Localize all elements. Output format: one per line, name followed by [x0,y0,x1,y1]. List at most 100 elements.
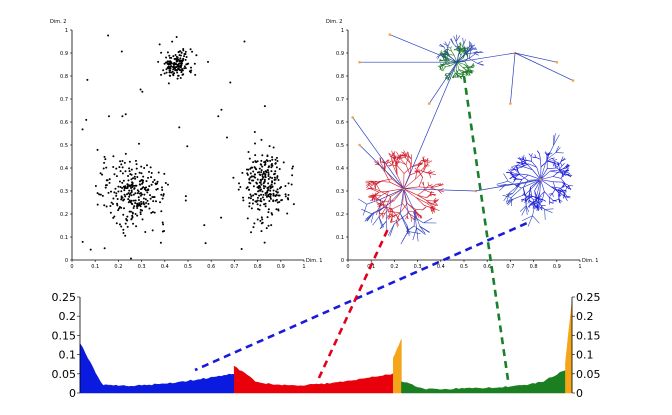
scatter-point [278,167,281,170]
scatter-point [247,168,250,171]
tree-edge [513,193,526,200]
scatter-point [149,197,152,200]
tree-edge [444,75,448,79]
scatter-point [143,166,146,169]
tree-edge [428,184,433,187]
tree-edge [534,190,537,200]
tree-edge [388,188,404,192]
scatter-point [272,194,275,197]
scatter-point [245,187,248,190]
tree-edge [518,166,524,169]
scatter-point [98,193,101,196]
scatter-point [183,67,186,70]
tree-edge [453,55,458,63]
tree-edge [456,50,461,63]
tree-edge [552,188,556,194]
scatter-point [254,160,257,163]
tree-xlabel: Dim. 1 [582,258,598,264]
scatter-point [116,198,119,201]
tree-edge [367,180,372,184]
scatter-point [120,163,123,166]
scatter-point [262,171,265,174]
scatter-point [132,199,135,202]
tree-edge [546,145,554,160]
scatter-point [115,167,118,170]
tree-edge [430,192,432,197]
tree-edge [378,190,389,193]
tree-edge [372,193,375,199]
scatter-point [173,58,176,61]
tree-edge [388,164,393,166]
scatter-point [165,68,168,71]
tree-link [514,52,574,81]
scatter-point [107,191,110,194]
tree-edge [393,211,401,214]
scatter-point [238,182,241,185]
tree-edge [392,150,396,157]
tree-edge [429,171,435,174]
area-segment-orange [565,300,573,394]
tree-edge [399,213,409,232]
tree-edge [540,179,552,187]
tree-edge [375,192,377,198]
tree-edge [433,197,437,202]
tree-edge [396,174,404,189]
scatter-point [267,208,270,211]
scatter-point [176,63,179,66]
scatter-point [271,156,274,159]
scatter-point [169,74,172,77]
scatter-point [113,191,116,194]
tree-edge [414,209,419,215]
tree-edge [441,50,443,54]
tree-edge [403,188,415,212]
tree-xtick-label: 0.2 [390,264,398,270]
scatter-point [123,193,126,196]
tree-edge [456,61,465,65]
tree-edge [375,183,381,192]
scatter-point [119,186,122,189]
tree-edge [399,203,408,213]
tree-edge [463,70,467,73]
tree-edge [390,157,393,165]
tree-edge [473,52,479,56]
scatter-point [121,187,124,190]
scatter-point [250,231,253,234]
tree-edge [440,63,443,66]
scatter-point [143,188,146,191]
scatter-point [270,212,273,215]
tree-edge [509,183,521,194]
tree-edge [521,158,526,161]
tree-edge [444,58,447,61]
scatter-point [163,62,166,65]
tree-edge [423,217,433,224]
scatter-point [276,176,279,179]
tree-edge [381,200,385,207]
scatter-point [186,145,189,148]
scatter-point [162,69,165,72]
scatter-xtick-label: 1 [302,264,305,270]
scatter-point [272,199,275,202]
scatter-point [115,175,118,178]
tree-edge [510,173,514,177]
tree-edge [519,163,523,166]
scatter-point [150,211,153,214]
scatter-point [108,181,111,184]
scatter-point [277,194,280,197]
scatter-ytick-label: 0.3 [60,189,68,195]
scatter-point [129,257,132,260]
scatter-point [150,176,153,179]
scatter-point [121,181,124,184]
scatter-point [179,54,182,57]
scatter-point [290,183,293,186]
scatter-point [255,182,258,185]
scatter-point [151,180,154,183]
tree-edge [450,46,452,49]
tree-edge [514,177,516,182]
scatter-point [176,71,179,74]
tree-link [456,52,516,63]
scatter-point [256,207,259,210]
scatter-point [99,172,102,175]
scatter-point [168,62,171,65]
scatter-point [265,194,268,197]
tree-edge [526,163,533,170]
